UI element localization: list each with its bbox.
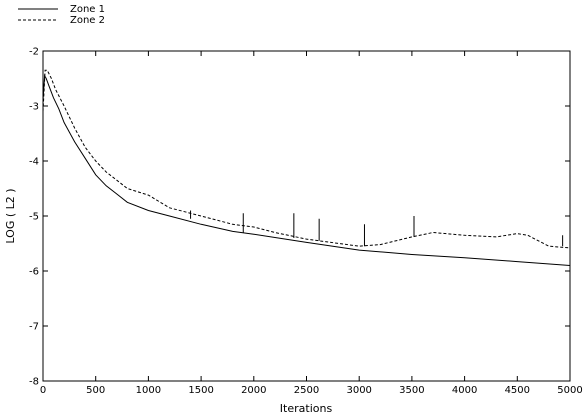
- x-axis-label: Iterations: [280, 402, 333, 415]
- y-axis-label: LOG ( L2 ): [4, 188, 17, 243]
- legend-label-zone-1: Zone 1: [70, 4, 105, 15]
- spike-layer: [190, 210, 564, 247]
- x-axis-ticks: 0 500 1000 1500 2000 2500 3000 3500 4000 4500 5000: [40, 51, 583, 396]
- y-tick-label: -4: [29, 157, 39, 168]
- x-tick-label: 3500: [399, 385, 424, 396]
- x-tick-label: 3000: [346, 385, 371, 396]
- x-tick-label: 1000: [136, 385, 161, 396]
- y-tick-label: -7: [29, 322, 39, 333]
- x-tick-label: 5000: [557, 385, 582, 396]
- y-tick-label: -5: [29, 212, 39, 223]
- x-tick-label: 4000: [452, 385, 477, 396]
- series-line-zone-1: [42, 74, 571, 266]
- legend-label-zone-2: Zone 2: [70, 15, 105, 26]
- y-tick-label: -8: [29, 377, 39, 388]
- y-axis-ticks: -2 -3 -4 -5 -6 -7 -8: [29, 47, 570, 388]
- series-line-zone-2: [42, 69, 571, 249]
- plot-frame: [42, 50, 571, 382]
- x-tick-label: 500: [86, 385, 105, 396]
- x-tick-label: 2500: [294, 385, 319, 396]
- x-tick-label: 0: [40, 385, 46, 396]
- y-tick-label: -6: [29, 267, 39, 278]
- x-tick-label: 1500: [188, 385, 213, 396]
- x-tick-label: 2000: [241, 385, 266, 396]
- x-tick-label: 4500: [505, 385, 530, 396]
- legend: Zone 1 Zone 2: [18, 4, 105, 26]
- y-tick-label: -3: [29, 102, 39, 113]
- series-layer: [42, 69, 571, 266]
- y-tick-label: -2: [29, 47, 39, 58]
